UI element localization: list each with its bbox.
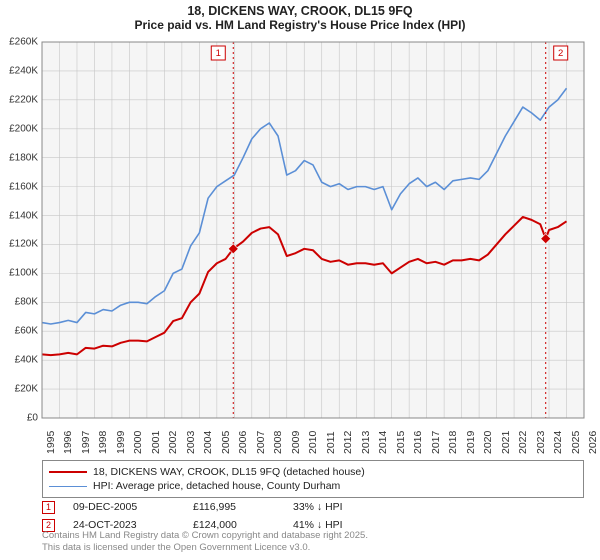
sale-event-pct: 33% ↓ HPI	[293, 501, 403, 513]
footer-copyright: Contains HM Land Registry data © Crown c…	[42, 530, 584, 542]
legend-swatch-subject	[49, 471, 87, 473]
sale-events: 1 09-DEC-2005 £116,995 33% ↓ HPI 2 24-OC…	[42, 498, 584, 534]
sale-event-date: 09-DEC-2005	[73, 501, 193, 513]
footer: Contains HM Land Registry data © Crown c…	[42, 530, 584, 554]
legend-label-subject: 18, DICKENS WAY, CROOK, DL15 9FQ (detach…	[93, 466, 365, 478]
sale-event-date: 24-OCT-2023	[73, 519, 193, 531]
footer-licence: This data is licensed under the Open Gov…	[42, 542, 584, 554]
y-axis: £0£20K£40K£60K£80K£100K£120K£140K£160K£1…	[0, 42, 40, 418]
svg-text:2: 2	[558, 48, 563, 59]
legend: 18, DICKENS WAY, CROOK, DL15 9FQ (detach…	[42, 460, 584, 498]
sale-event-pct: 41% ↓ HPI	[293, 519, 403, 531]
legend-swatch-hpi	[49, 486, 87, 487]
svg-text:1: 1	[216, 48, 221, 59]
sale-event-badge: 1	[42, 501, 55, 514]
sale-event-price: £116,995	[193, 501, 293, 513]
legend-label-hpi: HPI: Average price, detached house, Coun…	[93, 480, 340, 492]
sale-event-price: £124,000	[193, 519, 293, 531]
sale-event-row: 1 09-DEC-2005 £116,995 33% ↓ HPI	[42, 498, 584, 516]
